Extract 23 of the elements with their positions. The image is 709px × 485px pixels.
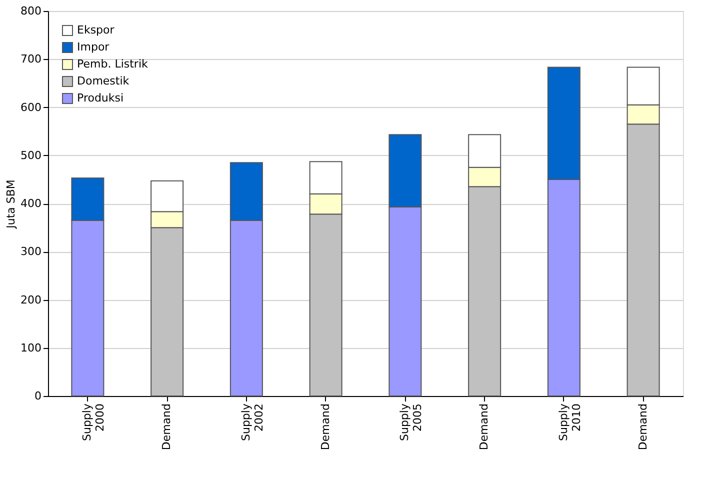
x-tick-label: Supply 2010	[556, 403, 583, 441]
y-tick-label: 200	[20, 293, 42, 306]
x-tick-label: Demand	[478, 404, 491, 450]
legend-label: Produksi	[77, 92, 124, 104]
legend-label: Impor	[77, 40, 110, 54]
y-tick-label: 600	[20, 100, 42, 114]
y-tick-label: 100	[20, 341, 42, 354]
x-tick-label: Demand	[160, 404, 174, 450]
y-axis-title: Juta SBM	[4, 180, 18, 230]
y-tick-label: 800	[20, 4, 42, 18]
y-tick-label: 0	[34, 390, 42, 402]
legend-label: Domestik	[77, 74, 130, 88]
y-tick-label: 500	[20, 148, 42, 162]
x-tick-label: Demand	[636, 404, 650, 450]
y-tick-label: 400	[20, 197, 42, 210]
x-tick-label: Demand	[318, 404, 332, 450]
legend-label: Pemb. Listrik	[77, 58, 149, 70]
legend-label: Ekspor	[77, 24, 115, 36]
x-tick-label: Supply 2002	[239, 403, 266, 441]
x-tick-label: Supply 2005	[398, 403, 424, 441]
x-tick-label: Supply 2000	[80, 403, 107, 441]
y-tick-label: 700	[20, 52, 42, 66]
y-tick-label: 300	[20, 245, 42, 258]
